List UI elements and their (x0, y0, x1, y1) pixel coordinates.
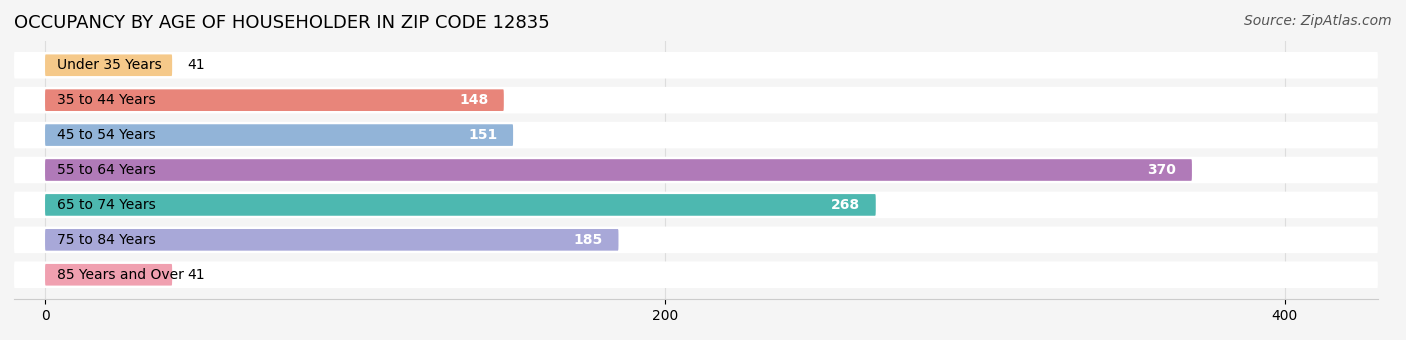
FancyBboxPatch shape (45, 54, 172, 76)
Text: 85 Years and Over: 85 Years and Over (58, 268, 184, 282)
FancyBboxPatch shape (45, 264, 172, 286)
Text: 41: 41 (187, 58, 205, 72)
FancyBboxPatch shape (14, 87, 1378, 114)
FancyBboxPatch shape (14, 122, 1378, 148)
FancyBboxPatch shape (14, 192, 1378, 218)
FancyBboxPatch shape (45, 124, 513, 146)
FancyBboxPatch shape (45, 229, 619, 251)
Text: OCCUPANCY BY AGE OF HOUSEHOLDER IN ZIP CODE 12835: OCCUPANCY BY AGE OF HOUSEHOLDER IN ZIP C… (14, 14, 550, 32)
FancyBboxPatch shape (14, 157, 1378, 183)
Text: 65 to 74 Years: 65 to 74 Years (58, 198, 156, 212)
FancyBboxPatch shape (45, 89, 503, 111)
Text: 268: 268 (831, 198, 860, 212)
FancyBboxPatch shape (14, 52, 1378, 79)
Text: Under 35 Years: Under 35 Years (58, 58, 162, 72)
Text: 35 to 44 Years: 35 to 44 Years (58, 93, 156, 107)
Text: 185: 185 (574, 233, 603, 247)
FancyBboxPatch shape (14, 226, 1378, 253)
Text: 45 to 54 Years: 45 to 54 Years (58, 128, 156, 142)
Text: 148: 148 (458, 93, 488, 107)
Text: 41: 41 (187, 268, 205, 282)
Text: 151: 151 (468, 128, 498, 142)
Text: 55 to 64 Years: 55 to 64 Years (58, 163, 156, 177)
FancyBboxPatch shape (14, 261, 1378, 288)
Text: 75 to 84 Years: 75 to 84 Years (58, 233, 156, 247)
Text: Source: ZipAtlas.com: Source: ZipAtlas.com (1244, 14, 1392, 28)
FancyBboxPatch shape (45, 194, 876, 216)
FancyBboxPatch shape (45, 159, 1192, 181)
Text: 370: 370 (1147, 163, 1177, 177)
